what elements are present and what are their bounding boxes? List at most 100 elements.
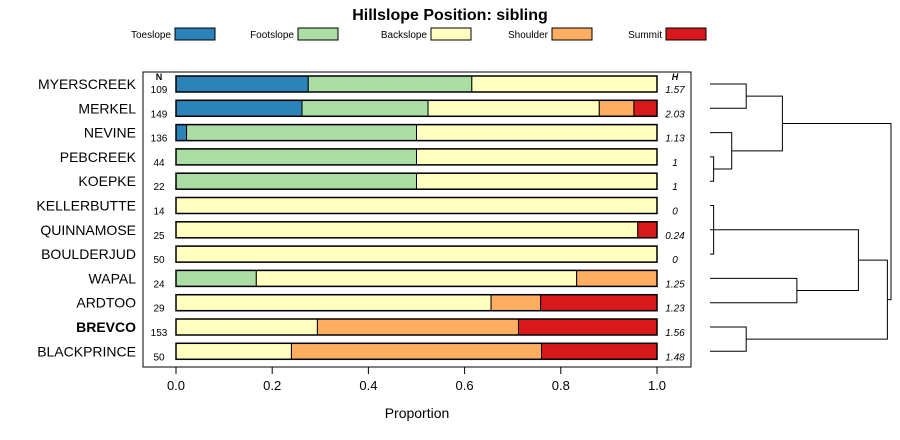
row-n-value: 50 bbox=[153, 255, 165, 266]
x-axis: 0.0 0.2 0.4 0.6 0.8 1.0 bbox=[167, 367, 666, 393]
row-label: KELLERBUTTE bbox=[36, 198, 136, 214]
bar-segment-footslope bbox=[175, 269, 257, 287]
row-h-value: 1 bbox=[672, 182, 678, 193]
row-nevine: NEVINE 136 1.13 bbox=[84, 123, 685, 145]
row-n-value: 44 bbox=[153, 158, 165, 169]
bar-segment-summit bbox=[540, 294, 658, 312]
plot-frame bbox=[142, 71, 692, 368]
row-h-value: 1 bbox=[672, 158, 678, 169]
row-kellerbutte: KELLERBUTTE 14 0 bbox=[36, 196, 678, 218]
legend-label-footslope: Footslope bbox=[250, 30, 294, 41]
x-tick-label: 0.6 bbox=[456, 378, 474, 393]
legend-swatch-backslope bbox=[430, 27, 472, 41]
legend-label-shoulder: Shoulder bbox=[508, 30, 549, 41]
bar-segment-summit bbox=[637, 221, 658, 239]
bar-segment-shoulder bbox=[576, 269, 658, 287]
legend-label-toeslope: Toeslope bbox=[131, 30, 171, 41]
bar-segment-summit bbox=[517, 318, 658, 336]
bar-segment-footslope bbox=[301, 99, 429, 117]
bar-segment-backslope bbox=[416, 124, 658, 142]
legend-swatch-shoulder bbox=[551, 27, 593, 41]
bar-segment-backslope bbox=[255, 269, 578, 287]
row-blackprince: BLACKPRINCE 50 1.48 bbox=[37, 342, 685, 363]
row-h-value: 0 bbox=[672, 255, 678, 266]
bar-segment-shoulder bbox=[290, 342, 543, 360]
legend-swatch-footslope bbox=[297, 27, 339, 41]
row-merkel: MERKEL 149 2.03 bbox=[78, 99, 685, 120]
bar-outline bbox=[175, 75, 658, 93]
row-h-value: 1.23 bbox=[665, 304, 685, 315]
row-h-value: 2.03 bbox=[664, 109, 685, 120]
row-n-value: 29 bbox=[153, 304, 165, 315]
bar-segment-toeslope bbox=[175, 75, 309, 93]
bar-segment-backslope bbox=[175, 294, 492, 312]
dendrogram bbox=[710, 83, 892, 352]
row-h-value: 1.57 bbox=[665, 85, 685, 96]
bar-segment-backslope bbox=[427, 99, 600, 117]
row-label: ARDTOO bbox=[76, 295, 136, 311]
dendrogram-link bbox=[710, 277, 798, 304]
bar-outline bbox=[175, 123, 658, 142]
legend-label-summit: Summit bbox=[628, 30, 662, 41]
row-wapal: WAPAL 24 1.25 bbox=[89, 269, 685, 290]
row-n-value: 136 bbox=[151, 134, 168, 145]
row-h-value: 0 bbox=[672, 207, 678, 218]
x-tick-label: 0.0 bbox=[167, 378, 185, 393]
row-h-value: 1.13 bbox=[665, 134, 685, 145]
bar-segment-backslope bbox=[471, 75, 658, 93]
dendrogram-link bbox=[746, 259, 888, 340]
bar-segment-backslope bbox=[416, 148, 658, 166]
bar-segment-backslope bbox=[175, 342, 292, 360]
bar-segment-shoulder bbox=[316, 318, 519, 336]
dendrogram-link bbox=[710, 156, 715, 182]
dendrogram-link bbox=[731, 95, 783, 152]
bar-outline bbox=[175, 196, 658, 215]
row-boulderjud: BOULDERJUD 50 0 bbox=[41, 245, 678, 266]
dendrogram-link bbox=[710, 83, 747, 109]
row-label: WAPAL bbox=[89, 270, 137, 286]
bar-segment-toeslope bbox=[175, 99, 303, 117]
row-h-value: 1.56 bbox=[665, 328, 685, 339]
row-myerscreek: MYERSCREEK 109 1.57 bbox=[38, 75, 685, 96]
row-n-value: 24 bbox=[153, 279, 165, 290]
row-label: KOEPKE bbox=[78, 173, 136, 189]
bar-outline bbox=[175, 318, 658, 336]
row-n-value: 50 bbox=[153, 352, 165, 363]
bar-segment-backslope bbox=[416, 172, 658, 190]
bar-segment-shoulder bbox=[598, 99, 635, 117]
row-n-value: 109 bbox=[151, 85, 168, 96]
bar-outline bbox=[175, 269, 658, 288]
dendrogram-link bbox=[782, 122, 892, 301]
row-label: MYERSCREEK bbox=[38, 76, 137, 92]
bar-segment-backslope bbox=[175, 318, 318, 336]
row-label: QUINNAMOSE bbox=[40, 222, 136, 238]
row-h-value: 1.48 bbox=[665, 352, 685, 363]
x-axis-label: Proportion bbox=[385, 405, 450, 421]
bar-segment-shoulder bbox=[490, 294, 542, 312]
bar-segment-footslope bbox=[186, 124, 417, 142]
row-n-value: 14 bbox=[153, 207, 165, 218]
row-brevco: BREVCO 153 1.56 bbox=[76, 318, 685, 339]
h-column-header: H bbox=[672, 72, 679, 82]
bar-segment-footslope bbox=[307, 75, 473, 93]
bar-segment-footslope bbox=[175, 172, 417, 190]
legend-swatch-summit bbox=[665, 27, 707, 41]
bar-outline bbox=[175, 221, 658, 239]
row-n-value: 153 bbox=[151, 328, 168, 339]
x-tick-label: 0.4 bbox=[359, 378, 377, 393]
row-label: PEBCREEK bbox=[60, 149, 137, 165]
dendrogram-link bbox=[717, 229, 859, 292]
bar-outline bbox=[175, 342, 658, 361]
bar-outline bbox=[175, 99, 658, 118]
bar-segment-backslope bbox=[175, 221, 639, 239]
row-h-value: 1.25 bbox=[665, 279, 685, 290]
row-n-value: 22 bbox=[153, 182, 165, 193]
row-label: BOULDERJUD bbox=[41, 246, 136, 262]
bar-segment-toeslope bbox=[175, 124, 188, 142]
n-column-header: N bbox=[156, 72, 163, 82]
bar-rows: MYERSCREEK 109 1.57 MERKEL 149 2.03 NEVINE 136 1… bbox=[36, 75, 685, 363]
x-tick-label: 0.2 bbox=[263, 378, 281, 393]
dendrogram-link bbox=[710, 326, 747, 352]
bar-segment-summit bbox=[633, 99, 658, 117]
